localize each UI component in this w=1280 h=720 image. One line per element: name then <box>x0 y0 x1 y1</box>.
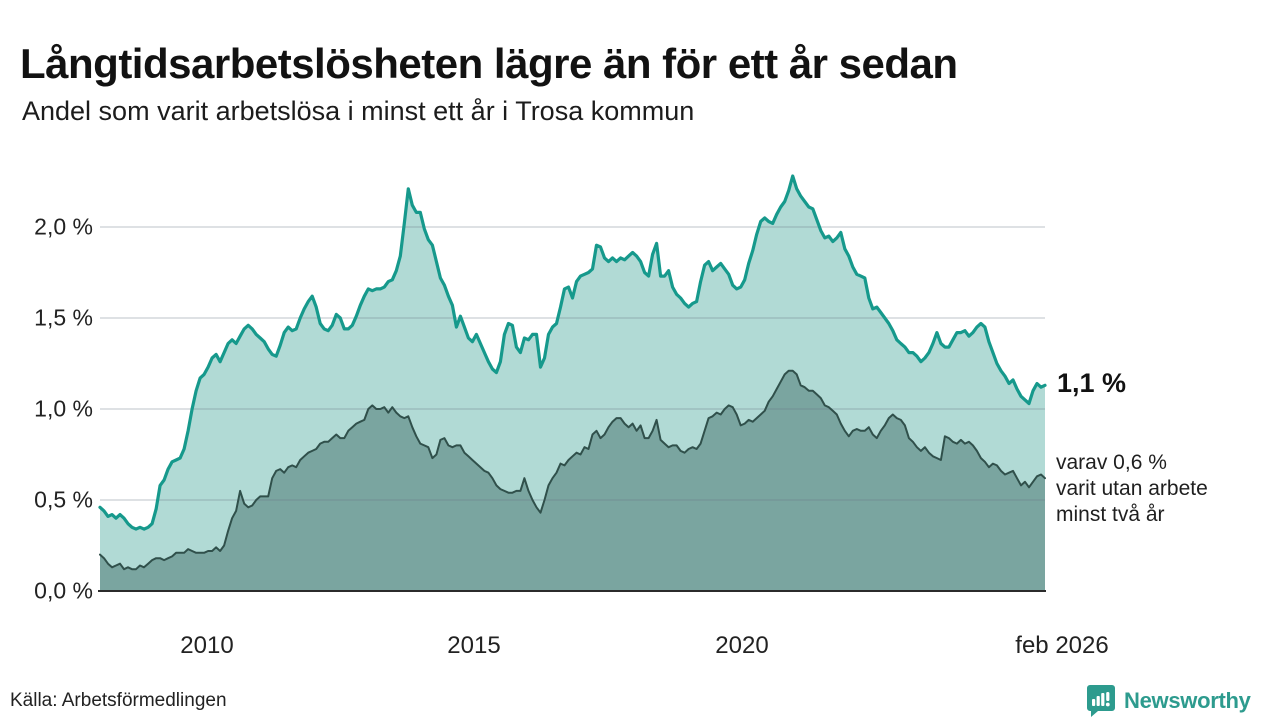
brand-logo: Newsworthy <box>1086 684 1251 717</box>
y-axis-tick-label: 1,5 % <box>34 304 93 331</box>
two-year-annotation-line1: varav 0,6 % <box>1056 451 1167 474</box>
y-axis-tick-label: 1,0 % <box>34 395 93 422</box>
latest-value-label: 1,1 % <box>1057 368 1127 398</box>
x-axis-tick-label: 2015 <box>447 632 501 659</box>
two-year-annotation-line2: varit utan arbete <box>1056 477 1208 500</box>
brand-name: Newsworthy <box>1124 687 1251 713</box>
y-axis-tick-label: 2,0 % <box>34 213 93 240</box>
page-title: Långtidsarbetslösheten lägre än för ett … <box>20 40 958 88</box>
newsworthy-logo-icon <box>1087 685 1115 717</box>
y-axis-tick-label: 0,5 % <box>34 486 93 513</box>
two-year-annotation-line3: minst två år <box>1056 503 1165 526</box>
source-caption: Källa: Arbetsförmedlingen <box>10 690 227 711</box>
page-subtitle: Andel som varit arbetslösa i minst ett å… <box>22 96 695 126</box>
x-axis-tick-label: feb 2026 <box>1015 632 1109 659</box>
x-axis-tick-label: 2020 <box>715 632 769 659</box>
two-year-annotation: varav 0,6 % varit utan arbete minst två … <box>1056 450 1208 528</box>
x-axis-tick-label: 2010 <box>180 632 234 659</box>
y-axis-tick-label: 0,0 % <box>34 577 93 604</box>
